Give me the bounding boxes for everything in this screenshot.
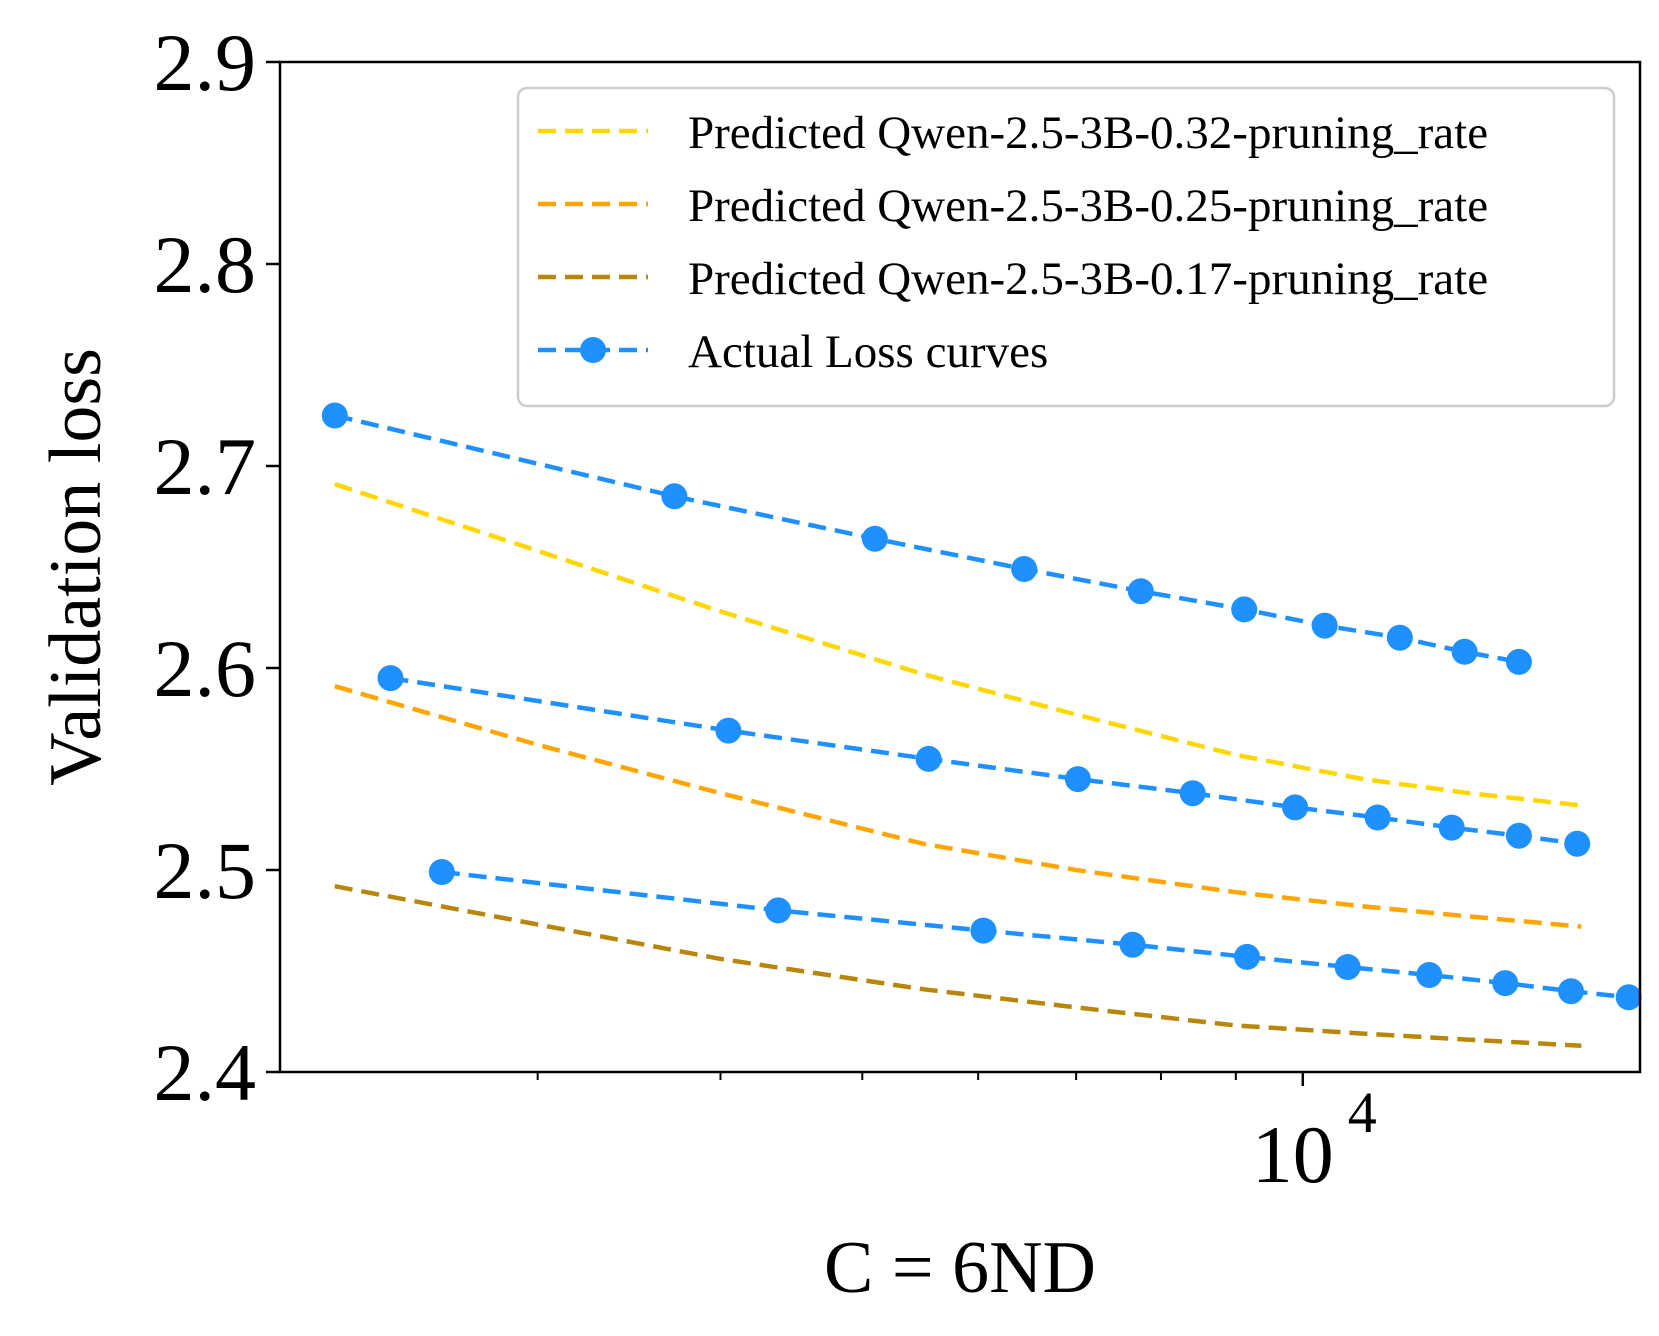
- legend-label-2: Predicted Qwen-2.5-3B-0.17-pruning_rate: [688, 253, 1488, 305]
- actual-loss-point: [1282, 794, 1309, 821]
- x-tick-label-base: 10: [1252, 1109, 1334, 1200]
- y-tick-label: 2.4: [154, 1027, 257, 1118]
- actual-loss-point: [1416, 962, 1443, 988]
- actual-loss-line-1: [390, 675, 1578, 846]
- actual-loss-point: [1505, 648, 1532, 675]
- actual-loss-point: [1231, 596, 1258, 623]
- actual-loss-point: [1119, 931, 1146, 958]
- actual-loss-point: [715, 717, 742, 744]
- actual-loss-point: [1558, 978, 1584, 1005]
- actual-loss-point: [377, 665, 404, 692]
- actual-loss-line-0: [334, 413, 1520, 665]
- axes: 2.4 2.5 2.6 2.7 2.8 2.9 10 4: [154, 17, 1642, 1200]
- y-tick-label: 2.8: [154, 219, 257, 310]
- actual-loss-point: [1234, 943, 1260, 970]
- actual-loss-point: [1438, 814, 1465, 841]
- actual-loss-point: [915, 745, 942, 772]
- plot-frame: [278, 60, 1642, 1074]
- predicted-line-1: [334, 684, 1582, 929]
- actual-loss-point: [1179, 780, 1206, 807]
- actual-loss-line-2: [441, 869, 1629, 1000]
- actual-loss-point: [765, 897, 792, 924]
- actual-loss-point: [321, 402, 348, 429]
- actual-loss-point: [1334, 954, 1361, 980]
- actual-loss-point: [661, 483, 688, 510]
- actual-loss-point: [1615, 984, 1642, 1011]
- actual-loss-point: [1564, 830, 1591, 857]
- actual-loss-point: [1364, 804, 1391, 831]
- x-axis-label: C = 6ND: [824, 1227, 1096, 1309]
- actual-loss-point: [861, 525, 888, 552]
- y-tick-label: 2.9: [154, 17, 257, 108]
- y-tick-label: 2.5: [154, 825, 257, 916]
- x-tick-label-exponent: 4: [1348, 1080, 1377, 1145]
- legend: Predicted Qwen-2.5-3B-0.32-pruning_rate P…: [516, 86, 1616, 408]
- legend-marker: [580, 337, 606, 363]
- y-tick-label: 2.7: [154, 421, 257, 512]
- legend-label-0: Predicted Qwen-2.5-3B-0.32-pruning_rate: [688, 107, 1488, 159]
- plot-area: [321, 402, 1642, 1048]
- actual-loss-point: [1451, 638, 1478, 665]
- actual-loss-point: [1011, 556, 1038, 582]
- y-axis-label: Validation loss: [35, 348, 117, 786]
- predicted-line-0: [334, 482, 1582, 808]
- y-tick-label: 2.6: [154, 623, 257, 714]
- legend-box: [516, 86, 1616, 408]
- actual-loss-point: [1311, 612, 1338, 639]
- actual-loss-point: [1505, 822, 1532, 849]
- actual-loss-point: [1492, 970, 1519, 997]
- actual-loss-point: [1064, 766, 1091, 793]
- legend-label-3: Actual Loss curves: [688, 326, 1048, 378]
- actual-loss-point: [970, 917, 997, 944]
- actual-loss-point: [1127, 578, 1154, 605]
- predicted-line-2: [334, 883, 1582, 1048]
- actual-loss-point: [428, 859, 455, 885]
- actual-loss-point: [1386, 624, 1413, 651]
- legend-label-1: Predicted Qwen-2.5-3B-0.25-pruning_rate: [688, 180, 1488, 232]
